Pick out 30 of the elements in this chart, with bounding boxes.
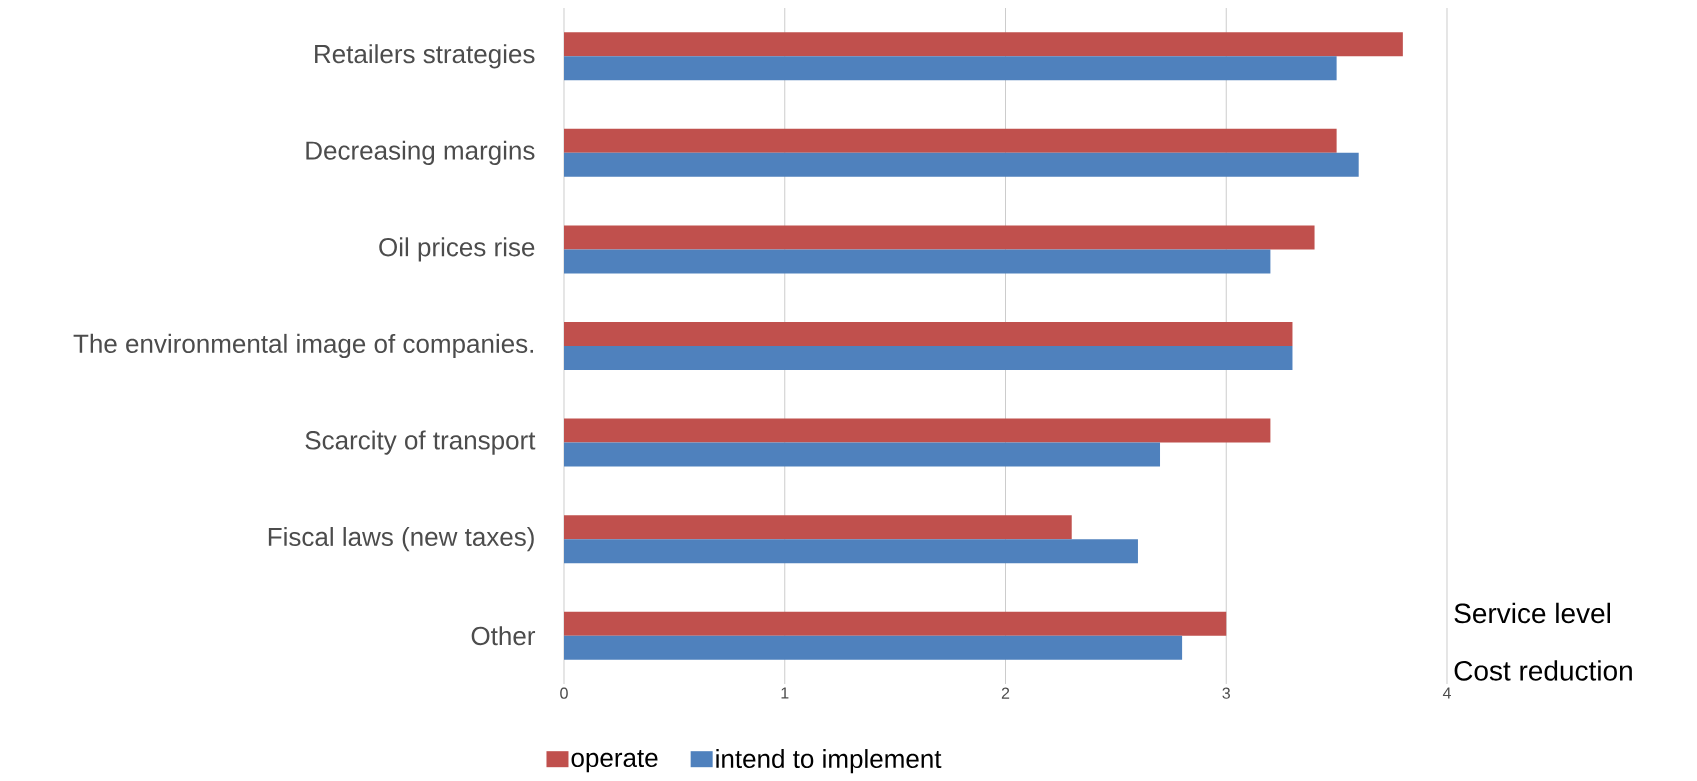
bar — [564, 152, 1359, 177]
bar — [564, 225, 1315, 250]
bar — [564, 32, 1403, 57]
bar — [564, 321, 1293, 346]
bar — [564, 515, 1072, 540]
x-tick-label: 4 — [1442, 687, 1451, 699]
bar — [564, 442, 1161, 467]
x-tick-label: 3 — [1222, 687, 1230, 699]
y-tick-label: Other — [471, 626, 536, 646]
y-tick-label: Oil prices rise — [379, 237, 535, 262]
x-tick-label: 0 — [560, 687, 568, 699]
bar — [564, 635, 1183, 660]
legend-label: operate — [571, 750, 658, 773]
bar — [564, 418, 1271, 443]
bar — [564, 249, 1271, 274]
bar — [564, 345, 1293, 370]
y-tick-label: Retailers strategies — [315, 44, 535, 69]
bar — [564, 56, 1337, 81]
y-tick-label: Fiscal laws (new taxes) — [268, 527, 534, 552]
x-tick-label: 2 — [1001, 687, 1010, 699]
bar — [564, 128, 1337, 153]
text: Cost reduction — [1454, 660, 1632, 681]
text: Service level — [1454, 602, 1610, 624]
legend-label: intend to implement — [716, 749, 942, 774]
bar — [564, 611, 1227, 636]
y-tick-label: Scarcity of transport — [305, 430, 536, 455]
x-tick-label: 1 — [781, 687, 789, 699]
bar — [564, 539, 1138, 564]
y-tick-label: The environmental image of companies. — [73, 333, 534, 359]
y-tick-label: Decreasing margins — [306, 140, 535, 165]
